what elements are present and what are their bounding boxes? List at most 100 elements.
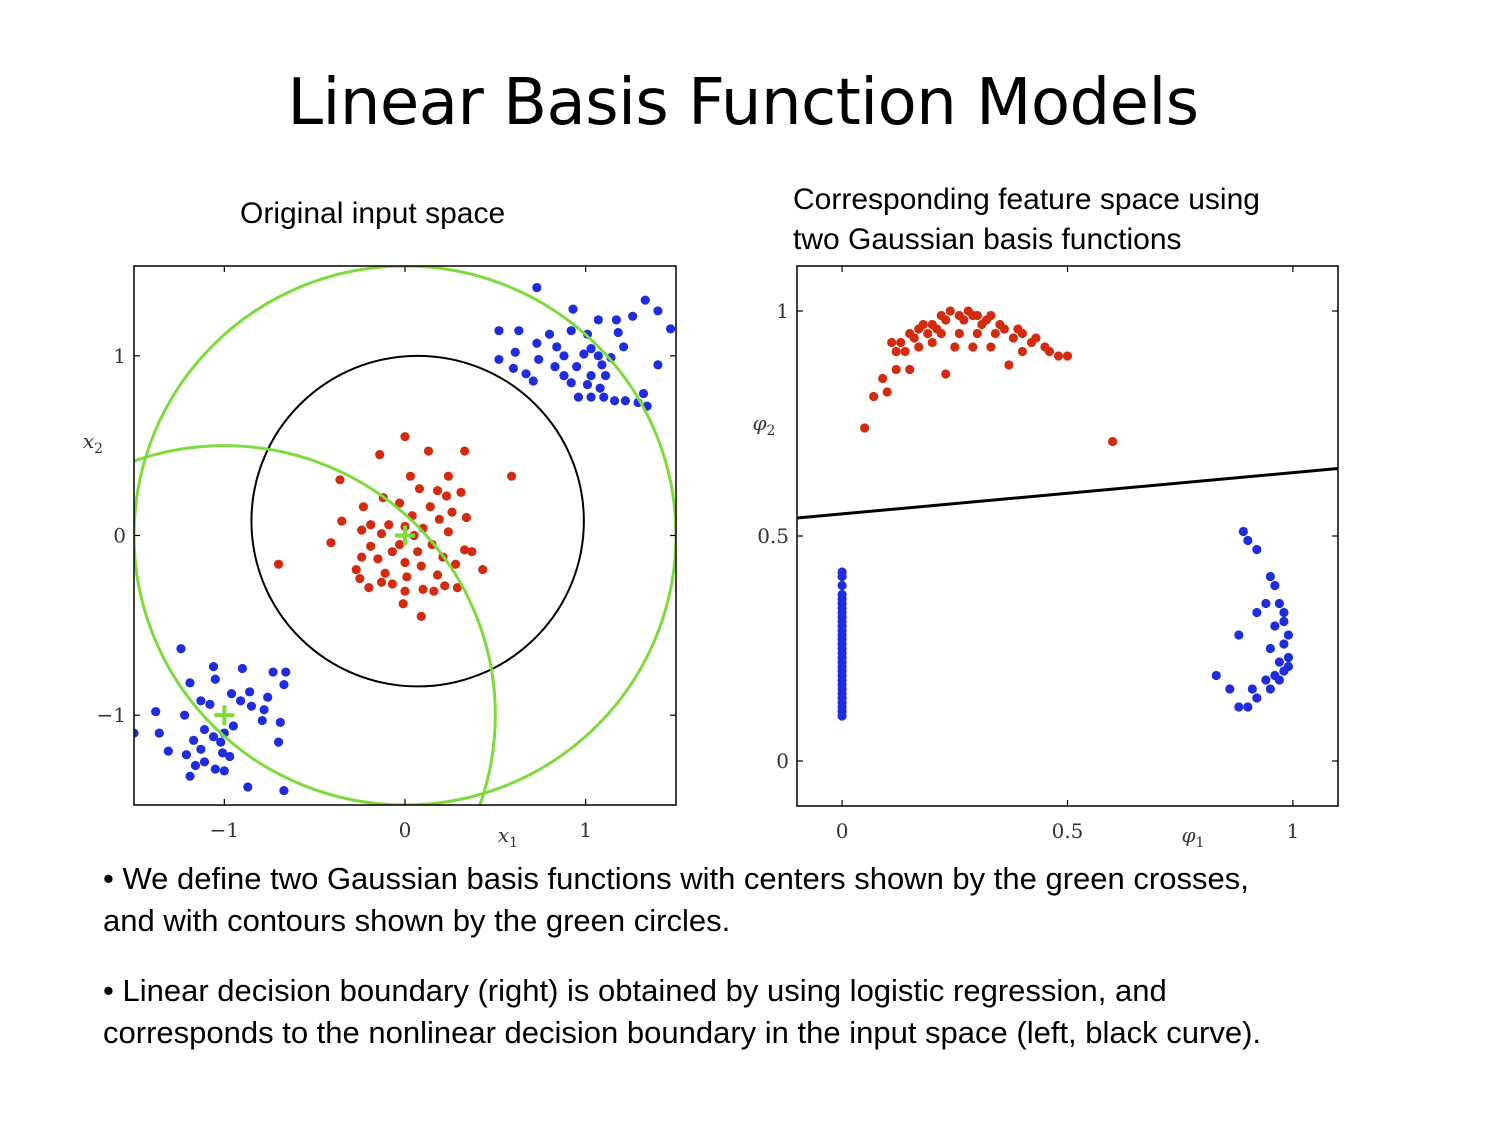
bullet-1-line-2: and with contours shown by the green cir… [103, 903, 731, 938]
blue-data-point [245, 687, 255, 697]
blue-data-point [665, 324, 676, 334]
y-tick-label: 1 [776, 299, 789, 323]
blue-data-point [534, 354, 544, 365]
red-data-point [400, 432, 410, 442]
red-data-point [1004, 360, 1014, 370]
x-tick-label: 0 [399, 818, 412, 842]
blue-data-point [837, 711, 847, 721]
y-tick-label: 0.5 [757, 524, 789, 548]
blue-data-point [134, 728, 139, 738]
red-data-point [506, 471, 517, 481]
slide-title: Linear Basis Function Models [287, 66, 1199, 140]
red-data-point [358, 502, 369, 512]
blue-data-point [154, 728, 164, 738]
red-data-point [273, 559, 284, 569]
blue-data-point [279, 680, 289, 690]
blue-data-point [199, 757, 210, 767]
blue-data-point [1274, 657, 1284, 667]
blue-data-point [586, 370, 596, 381]
red-data-point [1053, 351, 1064, 361]
x-tick-label: 0 [836, 819, 849, 843]
blue-data-point [593, 315, 603, 325]
red-data-point [416, 561, 426, 571]
red-data-point [869, 391, 879, 402]
red-data-point [1017, 346, 1028, 357]
basis-contour-circle [134, 444, 497, 805]
blue-data-point [1265, 684, 1275, 694]
red-data-point [440, 581, 450, 591]
blue-data-point [600, 370, 611, 381]
red-data-point [954, 328, 964, 339]
red-data-point [418, 584, 428, 595]
blue-data-point [257, 715, 267, 726]
red-data-point [380, 568, 390, 578]
red-data-point [461, 512, 472, 523]
red-data-point [402, 572, 412, 582]
red-data-point [375, 450, 385, 460]
blue-data-point [609, 396, 620, 406]
blue-data-point [552, 342, 562, 352]
red-data-point [1008, 333, 1019, 343]
red-data-point [357, 552, 367, 562]
red-data-point [432, 485, 443, 496]
y-tick-label: 1 [113, 344, 126, 368]
blue-data-point [190, 760, 201, 771]
red-data-point [429, 586, 439, 596]
blue-data-point [1265, 571, 1275, 582]
red-data-point [394, 498, 405, 508]
red-data-point [456, 487, 466, 497]
blue-data-point [837, 571, 847, 582]
right-caption-line-2: two Gaussian basis functions [793, 223, 1182, 256]
red-data-point [941, 369, 951, 379]
blue-data-point [653, 360, 663, 370]
blue-data-point [1274, 675, 1284, 685]
blue-data-point [586, 392, 596, 402]
blue-data-point [597, 360, 607, 370]
blue-data-point [205, 699, 215, 709]
blue-data-point [1234, 702, 1244, 712]
right-plot-caption: Corresponding feature space using two Ga… [793, 180, 1260, 260]
blue-data-point [559, 370, 569, 381]
blue-data-point [508, 363, 518, 374]
red-data-point [918, 319, 928, 330]
red-data-point [1062, 351, 1073, 361]
x-tick-label: 0.5 [1052, 819, 1084, 843]
blue-data-point [1274, 598, 1284, 609]
red-data-point [460, 545, 470, 555]
plot-area [134, 266, 676, 805]
blue-data-point [653, 306, 663, 316]
bullet-1-line-1: • We define two Gaussian basis functions… [103, 861, 1249, 896]
y-tick-label: 0 [113, 524, 126, 548]
x-tick-label: 1 [1287, 819, 1300, 843]
red-data-point [900, 346, 910, 357]
x-axis-label: φ1 [1182, 823, 1205, 851]
blue-data-point [620, 396, 631, 406]
blue-data-point [235, 696, 246, 706]
blue-data-point [528, 376, 538, 386]
x-tick-label: −1 [210, 818, 239, 842]
blue-data-point [185, 678, 195, 688]
blue-data-point [1270, 621, 1280, 631]
blue-data-point [532, 338, 542, 348]
input-space-plot: −1 0 1 −1 0 1 x1 x2 [83, 265, 677, 851]
blue-data-point [275, 717, 285, 727]
blue-data-point [273, 737, 284, 747]
right-caption-line-1: Corresponding feature space using [793, 183, 1260, 216]
blue-data-point [196, 744, 206, 754]
blue-data-point [619, 342, 629, 352]
red-data-point [373, 554, 383, 564]
y-tick-label: −1 [97, 703, 126, 727]
blue-data-point [246, 701, 257, 711]
red-data-point [896, 337, 906, 348]
blue-data-point [628, 311, 638, 321]
blue-data-point [228, 721, 238, 731]
blue-data-point [550, 362, 560, 372]
red-data-point [414, 484, 425, 494]
red-data-point [398, 599, 408, 609]
red-data-point [954, 310, 964, 321]
red-data-point [335, 475, 345, 485]
blue-data-point [163, 746, 173, 756]
blue-data-point [566, 326, 576, 336]
blue-data-point [510, 347, 520, 357]
